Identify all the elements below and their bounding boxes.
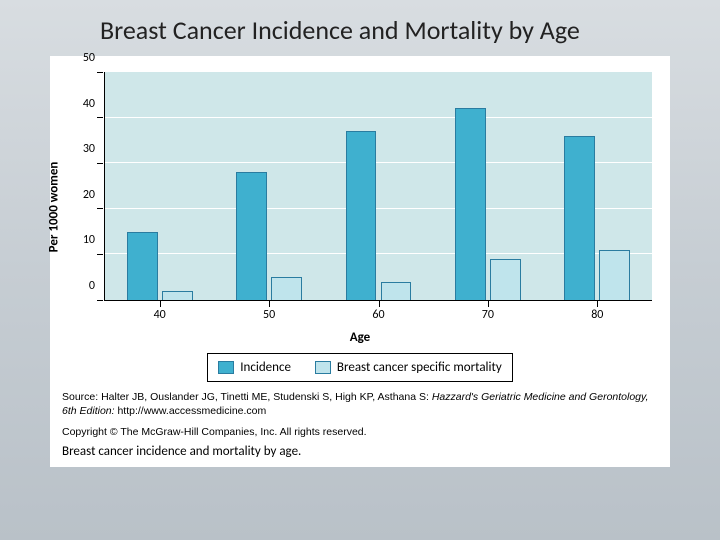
x-tick — [269, 301, 270, 307]
x-tick — [488, 301, 489, 307]
y-tick-label: 40 — [83, 97, 95, 111]
bar-mortality — [162, 291, 193, 300]
y-tick — [97, 300, 103, 301]
legend-swatch-incidence — [218, 361, 234, 374]
source-prefix: Source: Halter JB, Ouslander JG, Tinetti… — [62, 391, 432, 403]
legend: Incidence Breast cancer specific mortali… — [207, 353, 513, 382]
legend-item-incidence: Incidence — [218, 360, 291, 375]
grid-line — [105, 71, 652, 72]
y-tick-label: 0 — [89, 279, 95, 293]
x-tick-label: 70 — [482, 308, 494, 322]
y-tick — [97, 72, 103, 73]
legend-swatch-mortality — [315, 361, 331, 374]
x-tick — [379, 301, 380, 307]
x-axis-label: Age — [350, 330, 370, 345]
x-tick — [597, 301, 598, 307]
bar-incidence — [564, 136, 595, 300]
figure-caption: Breast cancer incidence and mortality by… — [62, 444, 658, 459]
chart-panel: Per 1000 women 010203040504050607080 Age… — [50, 56, 670, 467]
x-tick-label: 40 — [154, 308, 166, 322]
x-tick — [160, 301, 161, 307]
y-tick — [97, 208, 103, 209]
slide: Breast Cancer Incidence and Mortality by… — [0, 0, 720, 540]
bar-mortality — [599, 250, 630, 300]
x-tick-label: 80 — [591, 308, 603, 322]
bar-incidence — [127, 232, 158, 300]
bar-mortality — [490, 259, 521, 300]
y-axis-label: Per 1000 women — [47, 161, 62, 252]
legend-label-incidence: Incidence — [240, 360, 291, 375]
y-tick — [97, 117, 103, 118]
copyright-line: Copyright © The McGraw-Hill Companies, I… — [62, 426, 658, 438]
bar-incidence — [455, 108, 486, 300]
legend-label-mortality: Breast cancer specific mortality — [337, 360, 502, 375]
plot-region: 010203040504050607080 — [104, 72, 652, 301]
y-tick — [97, 163, 103, 164]
legend-item-mortality: Breast cancer specific mortality — [315, 360, 502, 375]
x-tick-label: 60 — [372, 308, 384, 322]
y-tick — [97, 254, 103, 255]
y-tick-label: 10 — [83, 233, 95, 247]
chart-area: Per 1000 women 010203040504050607080 Age — [60, 64, 660, 349]
bar-mortality — [271, 277, 302, 300]
bar-mortality — [381, 282, 412, 300]
x-tick-label: 50 — [263, 308, 275, 322]
bar-incidence — [346, 131, 377, 300]
grid-line — [105, 117, 652, 118]
y-tick-label: 30 — [83, 142, 95, 156]
source-url: http://www.accessmedicine.com — [115, 405, 267, 417]
y-tick-label: 20 — [83, 188, 95, 202]
y-tick-label: 50 — [83, 51, 95, 65]
source-citation: Source: Halter JB, Ouslander JG, Tinetti… — [62, 390, 658, 418]
bar-incidence — [236, 172, 267, 300]
slide-title: Breast Cancer Incidence and Mortality by… — [100, 14, 680, 46]
